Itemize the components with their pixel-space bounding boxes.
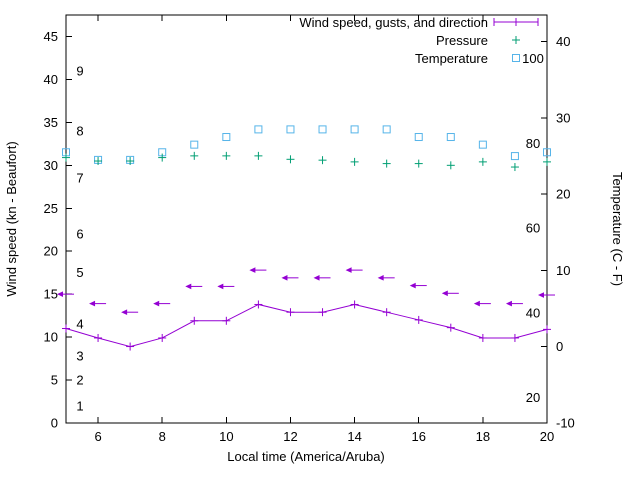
y-left-tick-label: 0	[51, 416, 58, 431]
x-tick-label: 6	[94, 429, 101, 444]
y-right-tick-label: 20	[556, 187, 570, 202]
y-left-tick-label: 10	[44, 330, 58, 345]
axis-tick-labels: 6 8 10 12 14 16 18 20051015202530354045-1001020…	[44, 29, 575, 444]
wind-direction-arrow-head	[89, 300, 96, 307]
series-pressure	[62, 151, 551, 172]
wind-direction-arrow-head	[217, 283, 224, 290]
y-left-tick-label: 35	[44, 115, 58, 130]
temperature-marker-square	[510, 152, 519, 161]
wind-direction-arrow-head	[121, 309, 128, 315]
y-left-tick-label: 30	[44, 158, 58, 173]
x-tick-label: 10	[219, 429, 233, 444]
wind-direction-arrow-head	[249, 267, 256, 273]
x-tick-label: 20	[540, 429, 554, 444]
y-right-tick-label: 10	[556, 263, 570, 278]
y-right-tick-label: 30	[556, 110, 570, 125]
beaufort-scale-label: 3	[76, 349, 83, 364]
fahrenheit-scale-label: 20	[526, 390, 540, 405]
series-temperature	[62, 125, 551, 164]
y-left-tick-label: 5	[51, 373, 58, 388]
plot-border	[65, 14, 548, 424]
y-right-tick-label: 0	[556, 339, 563, 354]
legend-sample-temperature-square	[512, 54, 520, 62]
wind-direction-arrow-head	[409, 282, 416, 289]
beaufort-scale-label: 6	[76, 227, 83, 242]
y-left-tick-label: 25	[44, 201, 58, 216]
wind-direction-arrow-head	[505, 300, 512, 307]
wind-direction-arrow-head	[377, 275, 384, 281]
wind-direction-arrow-head	[281, 275, 288, 281]
legend-sample-pressure-plus	[512, 36, 520, 44]
wind-direction-arrow-head	[538, 292, 544, 298]
wind-direction-arrow-head	[313, 275, 320, 281]
fahrenheit-scale-label: 60	[526, 221, 540, 236]
axes	[65, 14, 548, 424]
wind-direction-arrow-head	[441, 290, 448, 297]
beaufort-scale-label: 1	[76, 398, 83, 413]
temperature-marker-square	[318, 125, 327, 134]
x-axis-label: Local time (America/Aruba)	[227, 449, 385, 464]
legend-label-temperature: Temperature	[415, 51, 488, 66]
beaufort-scale-label: 4	[76, 317, 83, 332]
beaufort-scale-label: 8	[76, 123, 83, 138]
y-right-tick-label: 40	[556, 34, 570, 49]
temperature-marker-square	[446, 133, 455, 142]
fahrenheit-scale-label: 80	[526, 136, 540, 151]
temperature-marker-square	[286, 125, 295, 134]
y-axis-right-label: Temperature (C - F)	[610, 172, 625, 286]
y-left-tick-label: 20	[44, 244, 58, 259]
legend-sample-wind-errorbar	[493, 18, 539, 26]
wind-direction-arrow-head	[153, 300, 160, 307]
temperature-marker-square	[414, 133, 423, 142]
y-left-tick-label: 45	[44, 29, 58, 44]
beaufort-scale-label: 9	[76, 63, 83, 78]
temperature-marker-square	[543, 148, 551, 157]
wind-speed-line	[65, 303, 548, 348]
series-wind	[57, 267, 555, 351]
fahrenheit-scale-label: 40	[526, 305, 540, 320]
y-left-tick-label: 40	[44, 72, 58, 87]
x-tick-label: 16	[411, 429, 425, 444]
wind-direction-arrow-head	[473, 300, 480, 307]
x-tick-label: 18	[476, 429, 490, 444]
beaufort-scale-label: 7	[76, 171, 83, 186]
legend: Wind speed, gusts, and direction Pressur…	[299, 15, 539, 66]
legend-label-wind: Wind speed, gusts, and direction	[299, 15, 488, 30]
x-tick-label: 12	[283, 429, 297, 444]
y-left-tick-label: 15	[44, 287, 58, 302]
temperature-marker-square	[478, 140, 487, 149]
x-tick-label: 8	[159, 429, 166, 444]
temperature-marker-square	[190, 140, 199, 149]
plot-layer: 6 8 10 12 14 16 18 20051015202530354045-1001020…	[44, 14, 575, 444]
wind-direction-arrow-head	[185, 283, 192, 290]
temperature-marker-square	[254, 125, 263, 134]
fahrenheit-scale-label: 100	[522, 51, 544, 66]
wind-direction-arrow-head	[345, 267, 352, 273]
temperature-marker-square	[382, 125, 391, 134]
legend-label-pressure: Pressure	[436, 33, 488, 48]
temperature-marker-square	[222, 133, 231, 142]
y-right-tick-label: -10	[556, 416, 575, 431]
y-axis-left-label: Wind speed (kn - Beaufort)	[4, 141, 19, 296]
x-tick-label: 14	[347, 429, 361, 444]
temperature-marker-square	[350, 125, 359, 134]
beaufort-scale-label: 5	[76, 265, 83, 280]
wind-direction-arrow-head	[57, 291, 63, 297]
beaufort-scale-label: 2	[76, 373, 83, 388]
